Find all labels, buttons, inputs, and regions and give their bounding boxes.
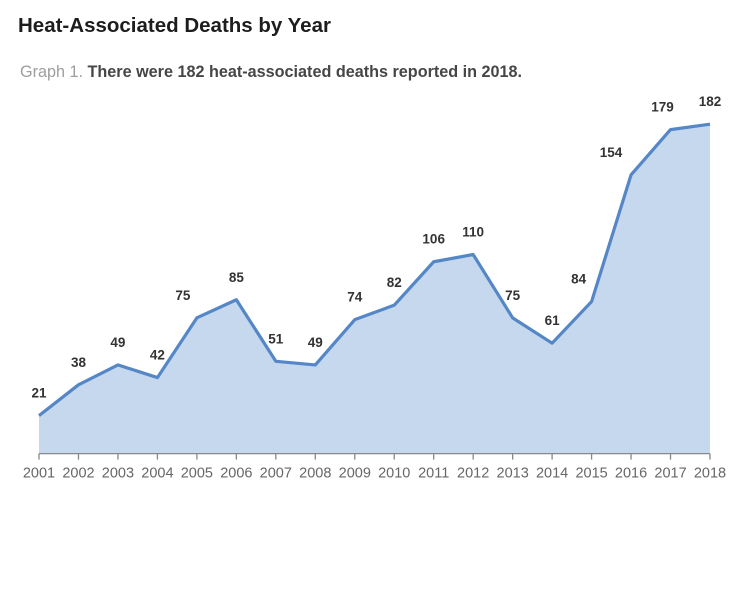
svg-text:61: 61	[545, 313, 561, 328]
svg-text:154: 154	[600, 145, 623, 160]
svg-text:49: 49	[110, 335, 125, 350]
svg-text:106: 106	[422, 232, 445, 247]
svg-text:2002: 2002	[62, 466, 94, 482]
svg-text:49: 49	[308, 335, 323, 350]
svg-text:85: 85	[229, 270, 245, 285]
svg-text:21: 21	[31, 386, 47, 401]
svg-text:2013: 2013	[497, 466, 529, 482]
svg-text:2015: 2015	[575, 466, 607, 482]
svg-text:42: 42	[150, 348, 165, 363]
svg-text:82: 82	[387, 275, 402, 290]
svg-text:2011: 2011	[418, 466, 449, 482]
svg-text:2016: 2016	[615, 466, 647, 482]
svg-text:110: 110	[462, 225, 484, 240]
svg-text:2008: 2008	[299, 466, 331, 482]
svg-text:2014: 2014	[536, 466, 568, 482]
svg-text:2017: 2017	[654, 466, 686, 482]
svg-text:179: 179	[651, 100, 674, 115]
svg-text:75: 75	[175, 288, 191, 303]
svg-text:2007: 2007	[260, 466, 292, 482]
svg-text:75: 75	[505, 288, 521, 303]
svg-text:38: 38	[71, 355, 87, 370]
svg-text:84: 84	[571, 272, 587, 287]
svg-text:182: 182	[699, 94, 722, 109]
svg-text:51: 51	[268, 331, 284, 346]
svg-text:2009: 2009	[339, 466, 371, 482]
svg-text:74: 74	[347, 290, 363, 305]
svg-text:2018: 2018	[694, 466, 726, 482]
svg-text:2001: 2001	[23, 466, 55, 482]
svg-text:2005: 2005	[181, 466, 213, 482]
svg-text:2003: 2003	[102, 466, 134, 482]
svg-text:2004: 2004	[141, 466, 173, 482]
svg-text:2006: 2006	[220, 466, 252, 482]
svg-text:2010: 2010	[378, 466, 410, 482]
svg-text:2012: 2012	[457, 466, 489, 482]
